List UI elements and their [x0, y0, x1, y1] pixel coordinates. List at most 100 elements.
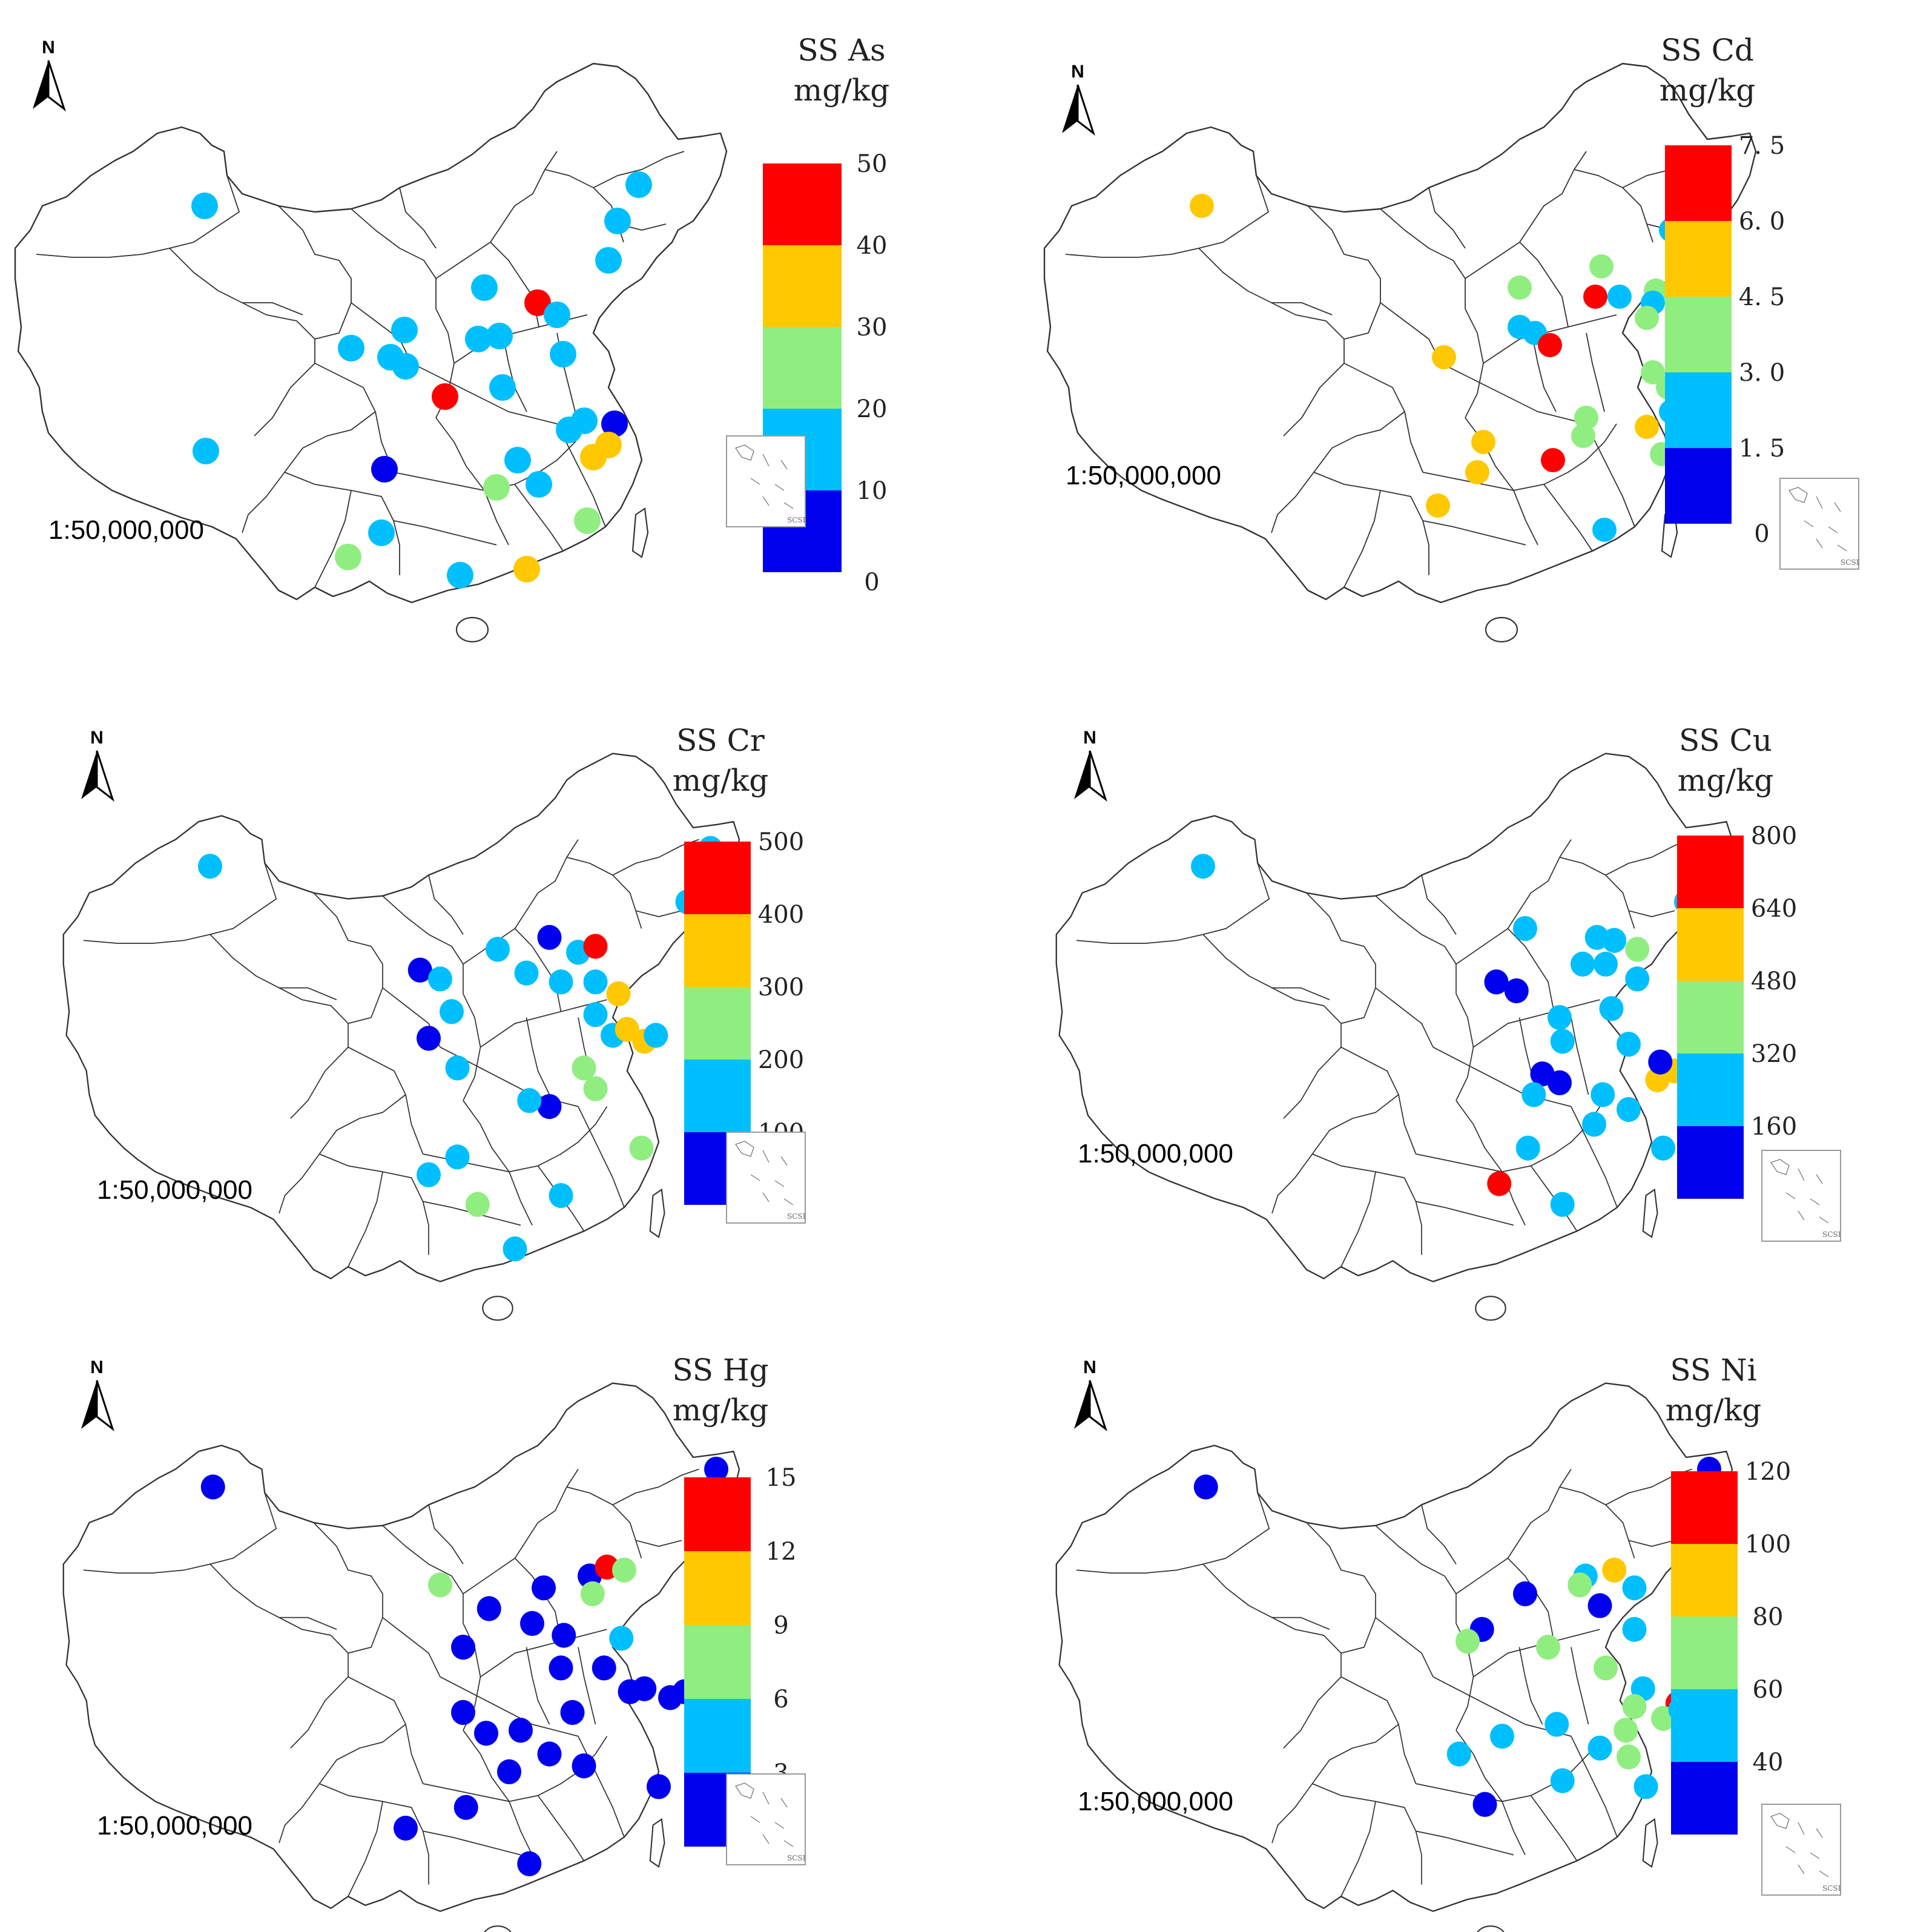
sample-point — [1465, 460, 1489, 484]
legend-title: SS Cr — [676, 723, 765, 758]
province-border — [1432, 1046, 1572, 1107]
legend: SS Crmg/kg400–500300–400200–300100–200<1… — [673, 723, 804, 1205]
province-border — [1519, 242, 1569, 328]
sample-point — [1589, 254, 1614, 279]
legend-swatch: 0–1.5 — [1665, 448, 1732, 524]
legend-tick-label: 20 — [857, 395, 888, 423]
province-border — [1440, 363, 1587, 424]
sample-point — [1548, 1070, 1572, 1096]
province-border — [1283, 1046, 1342, 1119]
legend-swatch: 12–15 — [684, 1477, 751, 1551]
sample-point — [428, 966, 453, 992]
sample-point — [580, 444, 607, 470]
province-border — [1271, 1724, 1399, 1844]
sample-point — [445, 1144, 470, 1170]
sample-point — [1617, 1744, 1641, 1770]
north-label: N — [90, 1357, 104, 1377]
sample-point — [583, 1002, 608, 1027]
province-border — [1202, 1563, 1342, 1677]
province-border — [279, 1724, 406, 1844]
sample-point — [537, 1741, 562, 1767]
province-border — [1306, 1522, 1376, 1654]
legend-swatch: 200–300 — [684, 987, 751, 1060]
sample-point — [572, 1753, 596, 1779]
north-arrow-icon: N — [1074, 728, 1107, 802]
country-outline — [1055, 1382, 1733, 1912]
china-map — [1055, 1382, 1733, 1932]
scale-label: 1:50,000,000 — [48, 515, 204, 545]
legend-swatch: 6–9 — [684, 1625, 751, 1699]
province-border — [423, 1153, 538, 1173]
province-border — [313, 892, 383, 1024]
legend-title: SS Cd — [1661, 33, 1754, 68]
legend-tick-label: 80 — [1753, 1603, 1784, 1631]
legend-tick-label: 200 — [758, 1046, 804, 1074]
sample-point — [644, 1023, 668, 1048]
legend: SS Ni mg/kg 100–12080–10060–8040–6020–40 12… — [1666, 1353, 1791, 1859]
map-figure-ni: N 1:50,000,000 SS Ni mg/kg 100–12080–10060–8… — [1055, 1353, 1841, 1932]
taiwan-island — [1642, 1818, 1658, 1868]
sample-point — [200, 1474, 225, 1500]
legend-title: SS Hg — [672, 1353, 768, 1388]
legend-swatch: 160–320 — [1677, 1053, 1744, 1126]
sample-point — [1587, 1593, 1612, 1618]
province-border — [566, 857, 642, 929]
country-outline — [1055, 753, 1733, 1282]
china-map — [62, 753, 740, 1321]
province-border — [1455, 1730, 1526, 1855]
sample-point — [417, 1026, 441, 1051]
sample-point — [1591, 1082, 1615, 1107]
sample-point — [335, 544, 361, 570]
legend-tick-label: 15 — [766, 1464, 797, 1492]
hainan-island — [455, 616, 489, 643]
province-border — [463, 1100, 533, 1225]
province-border — [1416, 1830, 1514, 1856]
legend-swatch: 40–60 — [1671, 1689, 1738, 1762]
province-border — [278, 205, 352, 340]
legend-tick-label: 6 — [773, 1686, 788, 1713]
sample-point — [1602, 1557, 1627, 1583]
sample-point — [476, 1596, 501, 1621]
sample-point — [497, 1759, 522, 1785]
province-border — [348, 1801, 383, 1897]
inset-label: SCSI — [1841, 558, 1859, 567]
sample-point — [1622, 1693, 1647, 1719]
sample-point — [198, 854, 223, 879]
sample-point — [1635, 415, 1659, 439]
province-border — [1416, 1783, 1531, 1802]
sample-point — [549, 1655, 573, 1681]
country-outline — [62, 1382, 740, 1912]
legend-tick-label: 640 — [1751, 895, 1797, 923]
sample-point — [612, 1557, 636, 1583]
sample-point — [440, 999, 464, 1024]
sample-point — [592, 1655, 616, 1681]
province-border — [1202, 934, 1342, 1047]
province-border — [411, 363, 558, 424]
sample-point — [1538, 333, 1562, 357]
sample-point — [552, 1623, 576, 1648]
province-border — [399, 187, 437, 249]
north-arrow-icon: N — [81, 1357, 114, 1432]
sample-point — [1614, 1718, 1638, 1743]
sample-point — [1544, 1712, 1569, 1737]
sample-point — [1602, 928, 1627, 953]
sample-point — [1513, 915, 1537, 941]
hainan-island — [1475, 1296, 1506, 1321]
legend-swatch: 100–200 — [684, 1060, 751, 1132]
province-border — [1628, 1540, 1675, 1547]
province-border — [635, 910, 682, 917]
sample-point — [1622, 1575, 1647, 1601]
province-border — [1571, 1647, 1589, 1725]
sample-point — [517, 1088, 542, 1113]
sample-point — [1587, 1735, 1612, 1761]
province-border — [382, 1617, 441, 1677]
province-border — [578, 1647, 596, 1725]
legend-unit: mg/kg — [1666, 1393, 1762, 1428]
legend-tick-label: 12 — [766, 1538, 797, 1566]
province-border — [279, 1094, 406, 1214]
sample-point — [537, 925, 562, 950]
sample-point — [560, 1700, 585, 1726]
sample-point — [1190, 194, 1214, 218]
